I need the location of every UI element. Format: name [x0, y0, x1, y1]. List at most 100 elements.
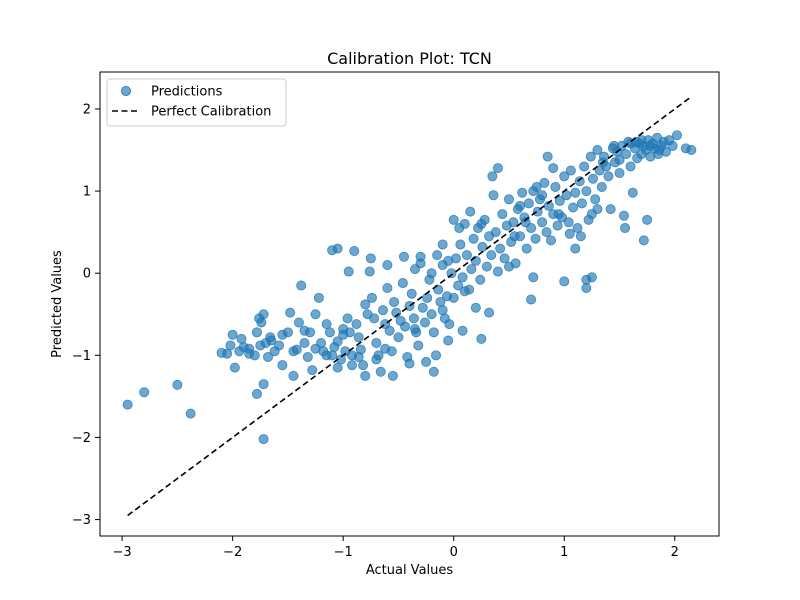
data-point	[419, 317, 430, 328]
data-point	[475, 274, 486, 285]
plot-area	[99, 71, 720, 537]
data-point	[310, 343, 321, 354]
data-point	[531, 181, 542, 192]
data-point	[457, 325, 468, 336]
data-point	[349, 246, 360, 257]
data-point	[360, 370, 371, 381]
data-point	[548, 163, 559, 174]
data-point	[382, 282, 393, 293]
data-point	[579, 161, 590, 172]
data-point	[258, 379, 269, 390]
data-point	[526, 294, 537, 305]
legend-marker-predictions	[120, 85, 132, 97]
data-point	[258, 434, 269, 445]
data-point	[486, 250, 497, 261]
data-point	[645, 140, 656, 151]
y-tick-label: 2	[83, 102, 91, 117]
data-point	[371, 354, 382, 365]
data-point	[554, 195, 565, 206]
data-point	[517, 187, 528, 198]
data-point	[618, 210, 629, 221]
data-point	[552, 220, 563, 231]
data-point	[369, 313, 380, 324]
x-tick-label: −2	[223, 545, 242, 560]
data-point	[358, 360, 369, 371]
data-point	[545, 235, 556, 246]
data-point	[488, 190, 499, 201]
data-point	[236, 333, 247, 344]
data-point	[543, 200, 554, 211]
data-point	[490, 227, 501, 238]
data-point	[227, 329, 238, 340]
data-point	[459, 286, 470, 297]
data-point	[185, 408, 196, 419]
data-point	[621, 149, 632, 160]
x-tick-label: 1	[560, 545, 568, 560]
data-point	[565, 165, 576, 176]
data-point	[636, 135, 647, 146]
data-point	[515, 200, 526, 211]
data-point	[492, 266, 503, 277]
data-point	[470, 302, 481, 313]
data-point	[244, 348, 255, 359]
y-tick-label: 1	[83, 185, 91, 200]
data-point	[417, 302, 428, 313]
data-point	[296, 280, 307, 291]
data-point	[225, 340, 236, 351]
data-point	[266, 335, 277, 346]
data-point	[229, 362, 240, 373]
data-point	[592, 204, 603, 215]
data-point	[541, 227, 552, 238]
data-point	[509, 231, 520, 242]
data-point	[477, 241, 488, 252]
data-point	[288, 370, 299, 381]
data-point	[627, 187, 638, 198]
x-tick-label: −3	[113, 545, 132, 560]
plot-frame	[99, 71, 720, 537]
x-axis-label: Actual Values	[366, 563, 454, 578]
y-axis-label: Predicted Values	[50, 250, 65, 358]
data-point	[332, 336, 343, 347]
y-tick-label: 0	[83, 267, 91, 282]
data-point	[397, 278, 408, 289]
data-point	[285, 307, 296, 318]
data-point	[293, 317, 304, 328]
data-point	[503, 194, 514, 205]
data-point	[523, 198, 534, 209]
data-point	[585, 151, 596, 162]
data-point	[375, 366, 386, 377]
data-point	[437, 305, 448, 316]
data-point	[653, 149, 664, 160]
data-point	[537, 217, 548, 228]
legend-label-perfect-calibration: Perfect Calibration	[151, 105, 271, 120]
data-point	[457, 272, 468, 283]
data-point	[499, 253, 510, 264]
data-point	[428, 366, 439, 377]
data-point	[400, 321, 411, 332]
data-point	[387, 370, 398, 381]
data-point	[307, 365, 318, 376]
data-point	[310, 309, 321, 320]
data-point	[508, 217, 519, 228]
data-point	[497, 209, 508, 220]
data-point	[461, 250, 472, 261]
x-axis: −3 −2 −1 0 1 2	[113, 536, 679, 560]
data-point	[550, 181, 561, 192]
data-point	[408, 313, 419, 324]
data-point	[422, 292, 433, 303]
data-point	[537, 190, 548, 201]
data-point	[520, 217, 531, 228]
x-tick-label: 2	[671, 545, 679, 560]
data-point	[528, 272, 539, 283]
data-point	[353, 332, 364, 343]
data-point	[351, 319, 362, 330]
data-point	[575, 231, 586, 242]
points-layer	[122, 130, 697, 445]
perfect-calibration-line	[127, 95, 692, 517]
data-point	[338, 329, 349, 340]
y-tick-label: −1	[72, 349, 91, 364]
data-point	[446, 268, 457, 279]
data-point	[574, 176, 585, 187]
data-point	[564, 228, 575, 239]
